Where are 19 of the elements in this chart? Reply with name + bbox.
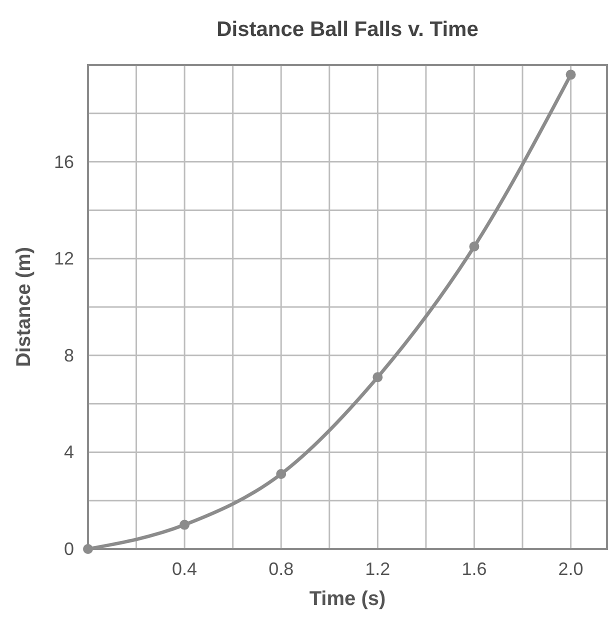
point: [276, 468, 286, 479]
x-tick-label: 1.6: [462, 559, 487, 579]
y-tick-label: 12: [54, 248, 74, 269]
point: [372, 372, 383, 382]
point: [469, 242, 480, 252]
y-tick-label: 0: [64, 539, 74, 559]
x-axis-title: Time (s): [309, 588, 386, 610]
y-axis-title: Distance (m): [13, 246, 35, 368]
chart-title: Distance Ball Falls v. Time: [216, 18, 478, 41]
x-tick-label: 0.4: [172, 559, 198, 579]
point: [566, 70, 576, 80]
x-tick-label: 1.2: [365, 559, 390, 579]
point: [180, 520, 190, 530]
y-tick-label: 16: [54, 152, 74, 172]
x-tick-label: 0.8: [268, 559, 294, 579]
x-tick-label: 2.0: [558, 559, 584, 579]
point: [83, 544, 93, 554]
y-tick-label: 8: [64, 345, 74, 366]
y-tick-label: 4: [64, 442, 74, 462]
